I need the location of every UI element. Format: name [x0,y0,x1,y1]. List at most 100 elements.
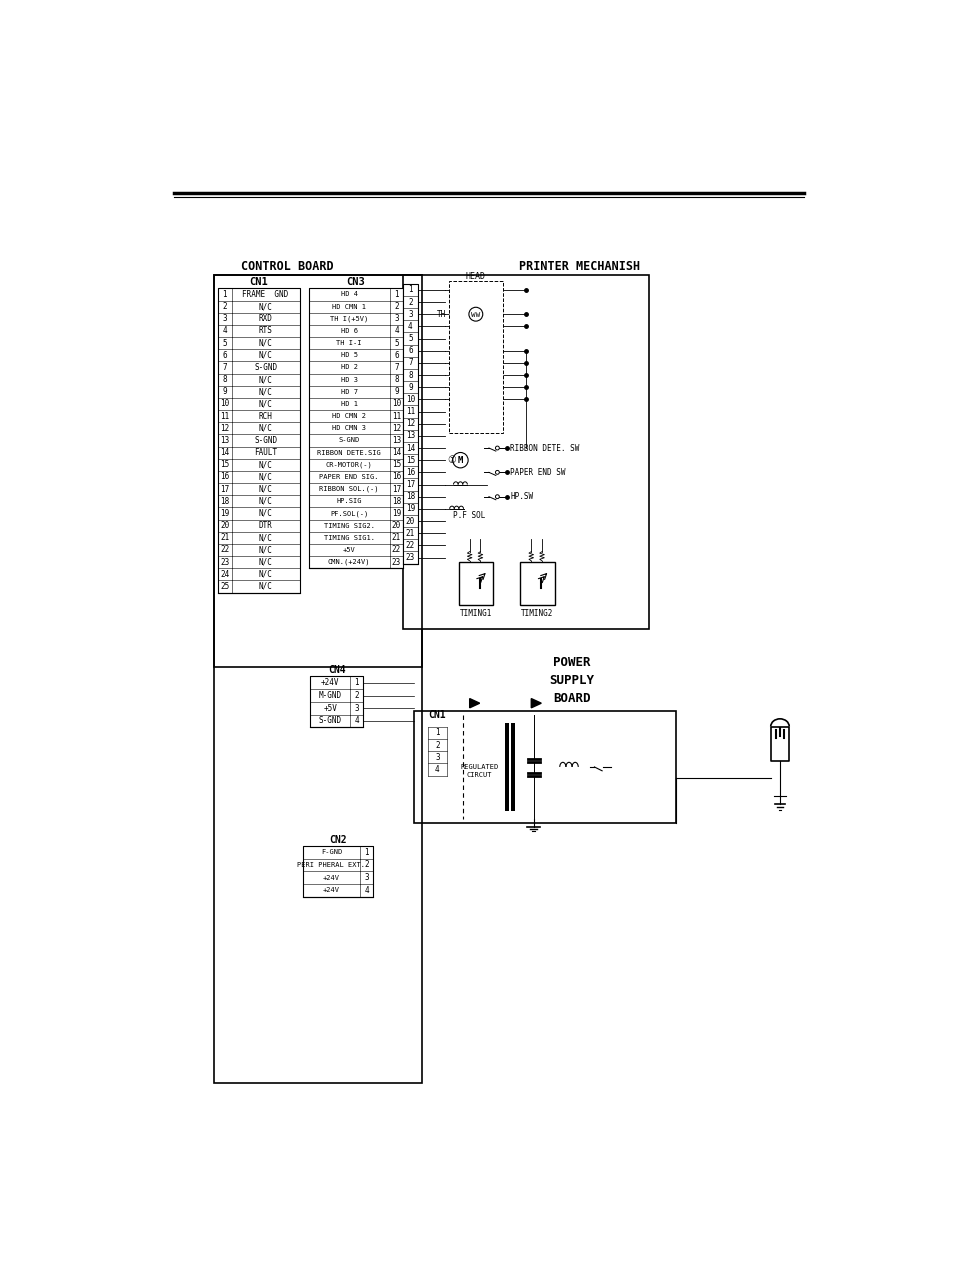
Text: +5V: +5V [323,703,337,712]
Text: 8: 8 [394,375,398,385]
Text: 14: 14 [220,448,230,457]
Text: N/C: N/C [258,339,273,348]
Text: 15: 15 [405,456,415,465]
Text: 19: 19 [392,510,400,519]
Text: 18: 18 [220,497,230,506]
Text: HEAD: HEAD [465,271,485,280]
Polygon shape [504,722,508,812]
Circle shape [495,494,498,498]
Text: N/C: N/C [258,460,273,469]
Text: HD 5: HD 5 [340,353,357,358]
Text: RIBBON DETE. SW: RIBBON DETE. SW [510,443,579,452]
Text: N/C: N/C [258,473,273,482]
Bar [213,274,421,668]
Text: 3: 3 [364,873,369,882]
Text: N/C: N/C [258,582,273,591]
Text: 4: 4 [435,766,439,775]
Text: HD CMN 2: HD CMN 2 [332,413,366,419]
Text: 4: 4 [394,326,398,335]
Text: N/C: N/C [258,534,273,543]
Bar [402,274,648,629]
Text: HD 6: HD 6 [340,327,357,334]
Text: HD 3: HD 3 [340,377,357,382]
Circle shape [495,446,498,450]
Text: 23: 23 [220,558,230,567]
Text: 11: 11 [405,406,415,417]
Text: 1: 1 [394,290,398,299]
Text: 16: 16 [220,473,230,482]
Text: HD 2: HD 2 [340,364,357,371]
Text: CN3: CN3 [346,278,365,287]
Text: 7: 7 [222,363,227,372]
Text: M: M [457,456,462,465]
Text: 13: 13 [220,436,230,445]
Text: 3: 3 [355,703,359,712]
Text: 16: 16 [392,473,400,482]
Text: N/C: N/C [258,424,273,433]
Text: N/C: N/C [258,569,273,578]
Text: 3: 3 [222,315,227,324]
Text: 1: 1 [435,729,439,738]
Text: FAULT: FAULT [253,448,277,457]
Bar [213,274,421,1083]
Bar [770,726,788,761]
Text: 3: 3 [394,315,398,324]
Text: N/C: N/C [258,350,273,359]
Text: RTS: RTS [258,326,273,335]
Text: TH I-I: TH I-I [336,340,361,347]
Text: HP.SW: HP.SW [510,492,533,501]
Text: +24V: +24V [323,875,339,880]
Text: 1: 1 [355,678,359,688]
Text: CN2: CN2 [329,834,347,845]
Text: M-GND: M-GND [318,691,341,699]
Text: 6: 6 [222,350,227,359]
Text: N/C: N/C [258,387,273,396]
Text: 10: 10 [392,400,400,409]
Bar [449,280,502,433]
Text: N/C: N/C [258,497,273,506]
Text: HD 4: HD 4 [340,292,357,298]
Text: FRAME  GND: FRAME GND [242,290,289,299]
Text: TH I(+5V): TH I(+5V) [330,316,368,322]
Text: 18: 18 [405,492,415,501]
Text: 5: 5 [222,339,227,348]
Text: POWER
SUPPLY
BOARD: POWER SUPPLY BOARD [549,656,594,705]
Text: HD 7: HD 7 [340,389,357,395]
Text: 5: 5 [408,334,413,343]
Text: 9: 9 [408,382,413,391]
Text: 15: 15 [220,460,230,469]
Text: +5V: +5V [342,547,355,553]
Text: 19: 19 [405,505,415,513]
Text: HD CMN 1: HD CMN 1 [332,303,366,310]
Text: 12: 12 [405,419,415,428]
Text: N/C: N/C [258,558,273,567]
Bar [458,562,493,605]
Text: 2: 2 [355,691,359,699]
Text: 10: 10 [405,395,415,404]
Text: TIMING1: TIMING1 [459,609,492,618]
Text: PERI PHERAL EXT.: PERI PHERAL EXT. [297,862,365,868]
Text: 8: 8 [408,371,413,380]
Polygon shape [511,722,515,812]
Text: 14: 14 [392,448,400,457]
Text: 10: 10 [220,400,230,409]
Text: S-GND: S-GND [253,436,277,445]
Text: 1: 1 [364,847,369,856]
Text: 17: 17 [405,480,415,489]
Text: 25: 25 [220,582,230,591]
Text: TH: TH [436,310,445,318]
Text: RCH: RCH [258,412,273,420]
Text: 2: 2 [408,298,413,307]
Polygon shape [469,698,479,708]
Text: CONTROL BOARD: CONTROL BOARD [240,260,334,274]
Text: 6: 6 [394,350,398,359]
Text: 12: 12 [220,424,230,433]
Text: N/C: N/C [258,375,273,385]
Text: ww: ww [471,310,480,318]
Text: 24: 24 [220,569,230,578]
Text: 22: 22 [405,541,415,550]
Text: +24V: +24V [321,678,339,688]
Text: DTR: DTR [258,521,273,530]
Circle shape [469,307,482,321]
Polygon shape [531,698,540,708]
